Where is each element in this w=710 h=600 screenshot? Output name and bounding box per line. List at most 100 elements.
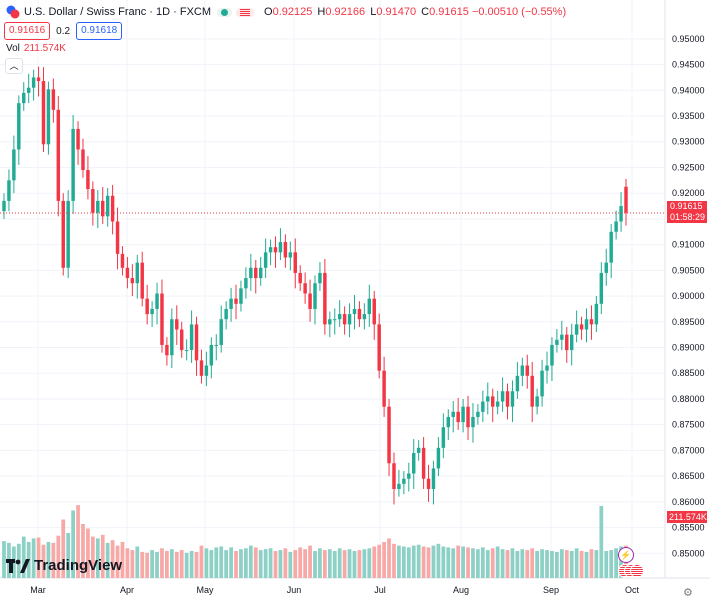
candle	[91, 181, 95, 226]
candle-body	[495, 401, 500, 407]
volume-bar	[81, 524, 85, 578]
volume-bar	[485, 550, 490, 578]
candle	[140, 251, 144, 307]
volume-bar	[298, 547, 303, 578]
volume-bar	[165, 551, 169, 578]
symbol-title[interactable]: U.S. Dollar / Swiss Franc · 1D · FXCM	[24, 6, 212, 18]
price-tick-label: 0.90000	[672, 291, 705, 301]
volume-bar	[140, 551, 145, 578]
candle	[105, 188, 110, 227]
candle	[619, 192, 623, 232]
candle	[402, 470, 406, 495]
candle-body	[51, 89, 56, 110]
candle	[46, 81, 51, 155]
candle-body	[61, 200, 65, 268]
volume-bar	[456, 545, 461, 578]
volume-bar	[189, 551, 194, 578]
candle-body	[515, 375, 520, 392]
market-status-badge[interactable]	[217, 7, 233, 17]
candle-body	[367, 298, 372, 315]
candle-body	[594, 303, 599, 325]
candle-body	[619, 206, 623, 222]
tradingview-logo[interactable]: TradingView	[6, 557, 122, 574]
chevron-up-icon[interactable]: ︿	[5, 58, 23, 74]
candle	[367, 284, 372, 327]
volume-bar	[283, 548, 288, 578]
candle-body	[550, 344, 554, 366]
candle-body	[214, 344, 218, 346]
candle-body	[234, 298, 238, 304]
volume-bar	[441, 546, 446, 578]
volume-bar	[332, 551, 337, 578]
volume-bar	[303, 549, 308, 578]
candle	[579, 316, 584, 340]
lightning-event-icon[interactable]: ⚡	[618, 547, 634, 563]
buy-button[interactable]: 0.91618	[76, 22, 123, 40]
candle	[110, 184, 115, 235]
candle	[17, 95, 21, 165]
candle-body	[96, 200, 100, 213]
volume-bar	[411, 545, 416, 578]
candle-body	[7, 180, 11, 201]
candle	[204, 351, 209, 387]
candle-body	[609, 231, 613, 263]
candle	[392, 452, 396, 505]
volume-bar	[100, 534, 105, 578]
candle	[26, 73, 31, 104]
candle-body	[446, 416, 451, 428]
volume-bar	[125, 548, 130, 578]
candle-body	[204, 365, 209, 376]
month-tick-label: Jun	[287, 585, 302, 595]
sell-button[interactable]: 0.91616	[4, 22, 51, 40]
price-tick-label: 0.94500	[672, 60, 705, 70]
volume-bar	[160, 548, 164, 578]
candle	[184, 339, 189, 361]
candle	[298, 265, 302, 291]
tradingview-logo-icon	[6, 558, 30, 573]
volume-bar	[416, 544, 421, 578]
candle	[36, 66, 41, 97]
candle-body	[476, 411, 480, 417]
candle-body	[584, 319, 589, 330]
price-axis[interactable]: 0.95000 0.94500 0.94000 0.93500 0.93000 0.925…	[672, 34, 705, 558]
volume-bar	[66, 533, 71, 578]
candle-body	[486, 396, 490, 402]
volume-bar	[90, 536, 95, 578]
month-tick-label: Aug	[453, 585, 469, 595]
candle-body	[298, 272, 302, 284]
candle-body	[179, 329, 184, 351]
candle	[31, 69, 36, 101]
volume-bar	[574, 548, 579, 578]
candle	[76, 121, 80, 165]
candle	[377, 313, 381, 379]
candle-body	[268, 247, 273, 253]
volume-bar	[471, 548, 475, 578]
volume-bar	[495, 546, 500, 578]
candle-body	[150, 308, 154, 315]
trade-panel: 0.91616 0.2 0.91618	[4, 22, 123, 40]
candle-body	[456, 411, 460, 423]
candle	[81, 138, 85, 178]
candle	[199, 349, 204, 384]
candle-body	[337, 314, 342, 320]
candle	[486, 382, 490, 415]
volume-bar	[51, 542, 56, 578]
candle-body	[402, 478, 406, 484]
candle-body	[589, 319, 594, 325]
month-tick-label: May	[196, 585, 214, 595]
price-tick-label: 0.88000	[672, 394, 705, 404]
time-axis[interactable]: Mar Apr May Jun Jul Aug Sep Oct	[30, 585, 639, 595]
volume-bar	[392, 543, 396, 578]
flag-icon[interactable]	[236, 7, 255, 17]
candle-body	[81, 149, 85, 171]
candle-body	[263, 252, 268, 268]
price-tick-label: 0.89500	[672, 317, 705, 327]
candle-body	[333, 319, 337, 321]
gear-icon[interactable]: ⚙	[683, 587, 693, 599]
candle	[530, 361, 534, 423]
candle-body	[165, 344, 169, 356]
candle	[71, 114, 75, 214]
economic-events-icon[interactable]	[618, 564, 648, 578]
candle-body	[175, 319, 179, 330]
